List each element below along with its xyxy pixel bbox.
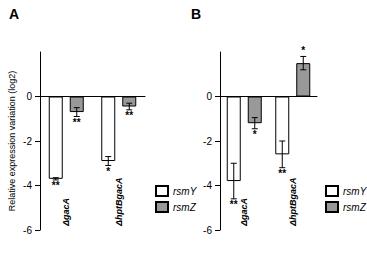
svg-text:*: *: [106, 166, 110, 177]
svg-text:ΔhptBgacA: ΔhptBgacA: [288, 177, 298, 227]
svg-text:rsmZ: rsmZ: [343, 202, 367, 213]
svg-text:Relative expression variation: Relative expression variation (log2): [7, 71, 17, 212]
svg-text:0: 0: [206, 91, 212, 102]
svg-text:ΔgacA: ΔgacA: [239, 198, 249, 227]
svg-text:rsmY: rsmY: [173, 186, 198, 197]
svg-text:-4: -4: [23, 180, 32, 191]
svg-text:-4: -4: [203, 180, 212, 191]
svg-text:-6: -6: [203, 225, 212, 236]
svg-text:**: **: [230, 199, 238, 210]
svg-text:-2: -2: [23, 136, 32, 147]
svg-text:**: **: [73, 117, 81, 128]
svg-text:-2: -2: [203, 136, 212, 147]
svg-text:rsmZ: rsmZ: [173, 202, 197, 213]
svg-text:**: **: [125, 110, 133, 121]
svg-text:ΔhptBgacA: ΔhptBgacA: [114, 177, 124, 227]
svg-text:A: A: [9, 6, 19, 22]
svg-text:-6: -6: [23, 225, 32, 236]
svg-text:*: *: [253, 129, 257, 140]
svg-text:B: B: [191, 6, 201, 22]
svg-text:ΔgacA: ΔgacA: [61, 198, 71, 227]
svg-text:0: 0: [26, 91, 32, 102]
svg-text:*: *: [301, 45, 305, 56]
svg-text:**: **: [278, 168, 286, 179]
svg-text:**: **: [52, 180, 60, 191]
svg-text:rsmY: rsmY: [343, 186, 367, 197]
